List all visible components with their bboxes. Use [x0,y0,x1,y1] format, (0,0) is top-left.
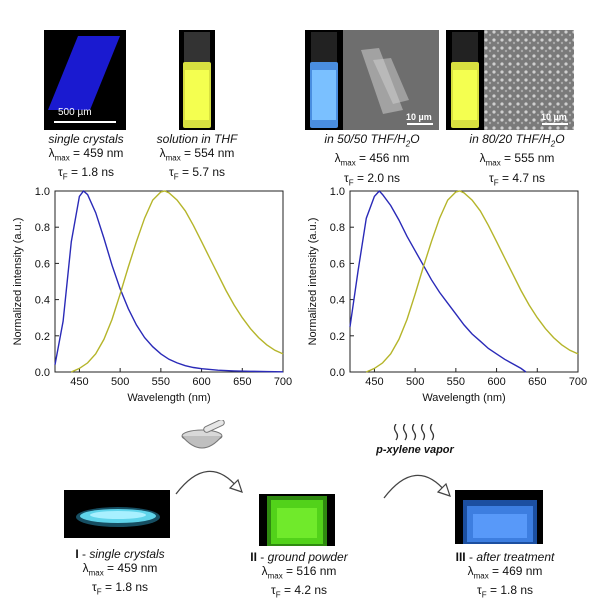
vapor-label: p-xylene vapor [376,444,454,456]
photo-thf-solution [179,30,215,130]
series-line-0 [349,189,527,373]
green-powder-image [267,496,327,546]
sem-aggregate-image [484,30,574,130]
vial-yellow-image [183,32,211,128]
y-tick-label-0.2: 0.2 [330,331,345,343]
photo-8020-sem: 10 µm [484,30,574,130]
y-axis-label: Normalized intensity (a.u.) [307,218,319,346]
caption-8020: in 80/20 THF/H2O λmax = 555 nm τF = 4.7 … [469,132,565,188]
series-line-1 [366,190,579,373]
x-tick-label-600: 600 [487,376,505,388]
x-axis-label: Wavelength (nm) [422,392,505,404]
y-tick-label-1.0: 1.0 [330,186,345,198]
photo-step-1 [64,490,170,538]
plot-frame [349,190,579,373]
y-tick-label-0.4: 0.4 [330,295,345,307]
y-tick-label-1.0: 1.0 [35,186,50,198]
photo-5050-sem: 10 µm [343,30,439,130]
x-tick-label-500: 500 [406,376,424,388]
series-line-1 [71,190,284,373]
y-tick-label-0.4: 0.4 [35,295,50,307]
photo-step-3 [455,490,543,544]
y-tick-label-0.0: 0.0 [330,367,345,379]
series-line-0 [54,189,284,373]
arrow-grind-icon [175,470,243,495]
y-tick-label-0.8: 0.8 [330,222,345,234]
spectrum-chart-right: 450 500 550 600 650 700 0.0 0.2 0.4 0.6 0.8 1.0 Wave… [307,186,587,404]
x-tick-label-450: 450 [365,376,383,388]
x-tick-label-700: 700 [569,376,587,388]
caption-thf-solution: solution in THF λmax = 554 nm τF = 5.7 n… [156,132,238,182]
caption-step-2: II - ground powder λmax = 516 nm τF = 4.… [250,550,348,600]
x-tick-label-550: 550 [447,376,465,388]
sem-crystal-image [343,30,439,130]
scale-label-crystals: 500 µm [58,107,92,118]
caption-step-1: I - single crystals λmax = 459 nm τF = 1… [75,547,165,597]
x-tick-label-550: 550 [152,376,170,388]
x-axis-label: Wavelength (nm) [127,392,210,404]
y-tick-label-0.6: 0.6 [330,258,345,270]
x-tick-label-450: 450 [70,376,88,388]
x-tick-label-500: 500 [111,376,129,388]
vapor-icon [393,424,435,441]
photo-8020-vial [446,30,484,130]
x-tick-label-600: 600 [192,376,210,388]
y-tick-label-0.8: 0.8 [35,222,50,234]
x-tick-label-700: 700 [274,376,292,388]
mortar-pestle-icon [181,420,225,449]
photo-step-2 [259,494,335,546]
scale-label-5050: 10 µm [406,112,432,122]
caption-5050: in 50/50 THF/H2O λmax = 456 nm τF = 2.0 … [324,132,420,188]
y-tick-label-0.0: 0.0 [35,367,50,379]
x-tick-label-650: 650 [528,376,546,388]
photo-single-crystals: 500 µm [44,30,126,130]
scale-label-8020: 10 µm [541,112,567,122]
y-axis-label: Normalized intensity (a.u.) [12,218,24,346]
spectrum-chart-left: 450 500 550 600 650 700 0.0 0.2 0.4 0.6 0.8 1.0 Wave… [12,186,292,404]
crystal-image [48,36,120,123]
vial-yellow-image-2 [451,32,479,128]
caption-single-crystals: single crystals λmax = 459 nm τF = 1.8 n… [48,132,124,182]
vial-blue-image [310,32,338,128]
blue-powder-image [463,500,537,544]
x-tick-label-650: 650 [233,376,251,388]
caption-step-3: III - after treatment λmax = 469 nm τF =… [455,550,555,600]
arrow-vapor-icon [383,474,451,499]
y-tick-label-0.6: 0.6 [35,258,50,270]
plot-frame [54,190,284,373]
photo-5050-vial [305,30,343,130]
blue-crystals-image [76,507,160,527]
y-tick-label-0.2: 0.2 [35,331,50,343]
